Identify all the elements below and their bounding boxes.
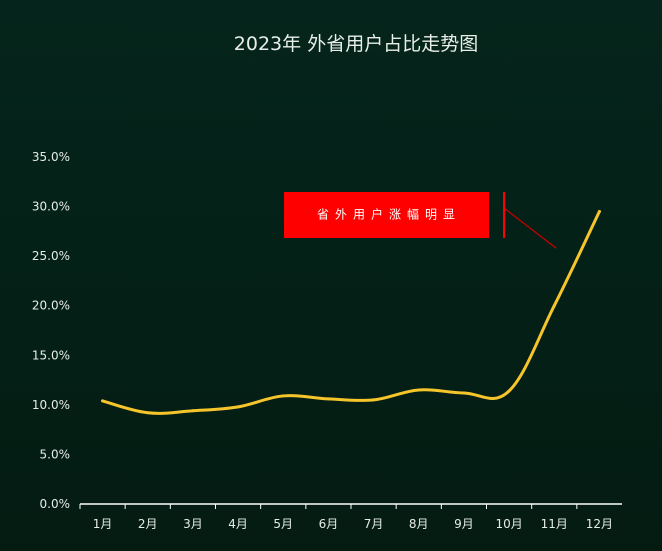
x-tick-label: 1月 <box>93 517 113 531</box>
y-tick-label: 5.0% <box>40 447 71 461</box>
y-tick-label: 15.0% <box>32 348 70 362</box>
data-point <box>597 210 601 214</box>
x-tick-label: 8月 <box>409 517 429 531</box>
data-point <box>507 389 511 393</box>
data-point <box>236 405 240 409</box>
x-axis: 1月 2月 3月 4月 5月 6月 7月 8月 9月 10月 11月 12月 <box>79 504 613 531</box>
x-tick-label: 3月 <box>183 517 203 531</box>
x-tick-label: 4月 <box>228 517 248 531</box>
data-point <box>462 391 466 395</box>
y-tick-label: 20.0% <box>32 299 70 313</box>
data-point <box>552 304 556 308</box>
data-point <box>417 388 421 392</box>
y-tick-label: 35.0% <box>32 150 70 164</box>
data-point <box>326 397 330 401</box>
annotation-box <box>284 192 489 238</box>
data-point <box>191 409 195 413</box>
y-tick-label: 25.0% <box>32 249 70 263</box>
y-axis: 0.0% 5.0% 10.0% 15.0% 20.0% 25.0% 30.0% 35.0% <box>32 150 70 511</box>
x-tick-label: 12月 <box>586 517 613 531</box>
y-tick-label: 0.0% <box>40 497 71 511</box>
series-line <box>101 210 601 415</box>
annotation: 省外用户涨幅明显 <box>284 192 557 249</box>
y-tick-label: 30.0% <box>32 200 70 214</box>
annotation-text: 省外用户涨幅明显 <box>317 207 461 222</box>
x-tick-label: 2月 <box>138 517 158 531</box>
y-tick-label: 10.0% <box>32 398 70 412</box>
chart-title: 2023年 外省用户占比走势图 <box>234 33 478 55</box>
data-point <box>101 399 105 403</box>
x-tick-label: 5月 <box>273 517 293 531</box>
data-point <box>146 411 150 415</box>
x-tick-label: 10月 <box>495 517 522 531</box>
x-tick-label: 9月 <box>454 517 474 531</box>
series-points <box>101 210 601 415</box>
x-tick-label: 11月 <box>541 517 568 531</box>
annotation-leader-line <box>503 207 557 249</box>
data-point <box>281 394 285 398</box>
data-point <box>372 398 376 402</box>
x-tick-label: 7月 <box>364 517 384 531</box>
x-tick-label: 6月 <box>319 517 339 531</box>
